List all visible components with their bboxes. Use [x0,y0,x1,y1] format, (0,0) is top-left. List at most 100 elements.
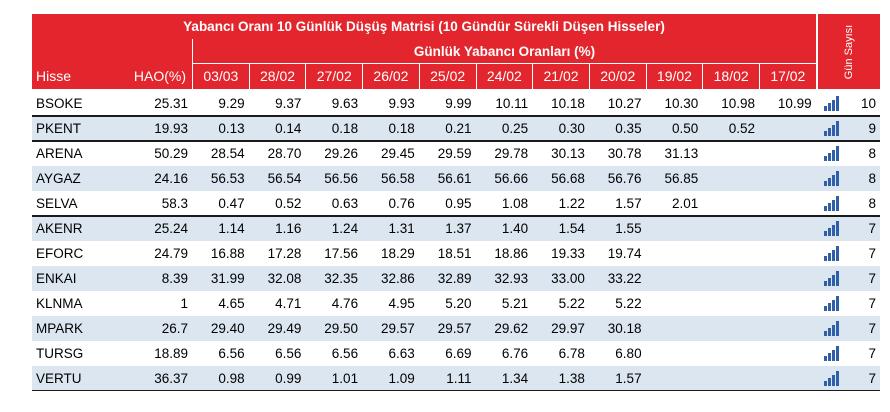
column-header: 21/02 [532,64,589,89]
cell-value: 5.22 [615,296,642,311]
column-header: 03/03 [192,64,249,89]
cell-value: 33.22 [607,271,642,286]
bar-icon-bar [828,378,831,386]
bar-icon [824,271,840,286]
bar-icon [824,221,840,236]
bar-icon-bar [836,271,839,286]
days-count: 10 [860,96,876,111]
cell-value: 32.08 [267,271,302,286]
bar-icon-bar [824,231,827,236]
ticker: AYGAZ [36,171,81,186]
ticker: BSOKE [36,96,83,111]
cell-value: 29.57 [380,321,415,336]
cell-value: 0.30 [558,121,585,136]
bar-icon-bar [824,106,827,111]
days-count: 7 [868,246,876,261]
cell-value: 5.20 [445,296,472,311]
cell-value: 50.29 [154,146,188,161]
cell-value: 9.99 [445,96,472,111]
bar-icon-bar [832,225,835,236]
days-count: 7 [868,346,876,361]
cell-value: 4.95 [388,296,415,311]
cell-value: 19.33 [551,246,585,261]
cell-value: 9.93 [388,96,415,111]
cell-value: 24.79 [154,246,188,261]
ticker: EFORC [36,246,84,261]
cell-value: 9.37 [275,96,302,111]
group-rule [32,115,880,117]
cell-value: 32.93 [494,271,529,286]
cell-value: 1.16 [275,221,302,236]
bar-icon-bar [828,228,831,236]
cell-value: 6.56 [331,346,359,361]
cell-value: 6.78 [558,346,585,361]
cell-value: 10.18 [551,96,585,111]
ticker: VERTU [36,371,82,386]
cell-value: 29.78 [494,146,529,161]
bar-icon-bar [836,221,839,236]
column-header: 25/02 [418,64,476,89]
column-header: 28/02 [248,64,306,89]
cell-value: 0.63 [331,196,359,211]
cell-value: 4.76 [331,296,359,311]
cell-value: 56.85 [664,171,699,186]
cell-value: 0.47 [218,196,245,211]
cell-value: 1.37 [445,221,472,236]
cell-value: 5.21 [501,296,529,311]
cell-value: 1.22 [558,196,585,211]
cell-value: 1.14 [218,221,245,236]
cell-value: 28.70 [267,146,302,161]
row-band [32,116,880,141]
cell-value: 1.55 [615,221,642,236]
cell-value: 56.68 [551,171,585,186]
cell-value: 19.74 [607,246,642,261]
bar-icon-bar [828,328,831,336]
days-count: 7 [868,221,876,236]
cell-value: 18.89 [154,346,188,361]
row-band [32,216,880,241]
ticker: TURSG [36,346,84,361]
bar-icon-bar [832,325,835,336]
cell-value: 6.69 [445,346,472,361]
row-band [32,266,880,291]
cell-value: 4.65 [218,296,245,311]
cell-value: 17.28 [267,246,302,261]
cell-value: 56.61 [437,171,472,186]
row-band [32,166,880,191]
cell-value: 16.88 [210,246,245,261]
bar-icon [824,171,840,186]
bar-icon-bar [828,303,831,311]
ticker: ARENA [36,146,83,161]
bar-icon-bar [836,171,839,186]
cell-value: 56.54 [267,171,302,186]
subtitle: Günlük Yabancı Oranları (%) [192,39,816,64]
bar-icon-bar [836,121,839,136]
bar-icon-bar [836,296,839,311]
cell-value: 10.30 [664,96,699,111]
cell-value: 8.39 [161,271,188,286]
cell-value: 58.3 [161,196,188,211]
cell-value: 56.56 [324,171,359,186]
days-count: 7 [868,296,876,311]
cell-value: 6.80 [615,346,642,361]
cell-value: 2.01 [672,196,699,211]
cell-value: 10.99 [777,96,812,111]
bar-icon-bar [836,96,839,111]
cell-value: 0.18 [388,121,415,136]
bar-icon-bar [836,196,839,211]
cell-value: 0.76 [388,196,415,211]
cell-value: 19.93 [154,121,188,136]
bar-icon-bar [832,275,835,286]
days-count: 8 [868,196,876,211]
days-count: 8 [868,146,876,161]
row-band [32,341,880,366]
cell-value: 1.08 [501,196,529,211]
cell-value: 10.98 [721,96,755,111]
cell-value: 0.13 [218,121,245,136]
row-band [32,141,880,166]
bar-icon-bar [824,206,827,211]
cell-value: 17.56 [324,246,359,261]
cell-value: 10.27 [607,96,642,111]
cell-value: 18.51 [437,246,472,261]
